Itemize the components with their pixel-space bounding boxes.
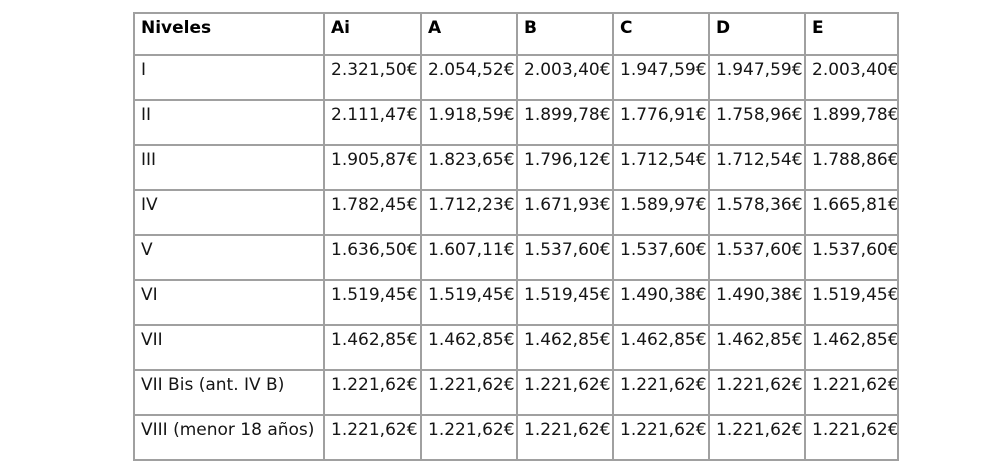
table-row: VI 1.519,45€ 1.519,45€ 1.519,45€ 1.490,38€ 1.… xyxy=(134,280,898,325)
value-cell: 1.490,38€ xyxy=(613,280,709,325)
value-cell: 1.462,85€ xyxy=(709,325,805,370)
header-row: Niveles Ai A B C D E xyxy=(134,13,898,55)
value-cell: 1.578,36€ xyxy=(709,190,805,235)
table-row: III 1.905,87€ 1.823,65€ 1.796,12€ 1.712,54€ 1… xyxy=(134,145,898,190)
table-row: I 2.321,50€ 2.054,52€ 2.003,40€ 1.947,59€ 1.9… xyxy=(134,55,898,100)
value-cell: 1.221,62€ xyxy=(805,415,898,460)
value-cell: 1.462,85€ xyxy=(805,325,898,370)
row-label-vii-bis-ant-iv-b: VII Bis (ant. IV B) xyxy=(134,370,324,415)
value-cell: 1.221,62€ xyxy=(613,415,709,460)
value-cell: 1.462,85€ xyxy=(613,325,709,370)
value-cell: 1.712,54€ xyxy=(613,145,709,190)
value-cell: 1.607,11€ xyxy=(421,235,517,280)
table-row: VII Bis (ant. IV B) 1.221,62€ 1.221,62€ 1.2… xyxy=(134,370,898,415)
value-cell: 1.221,62€ xyxy=(517,415,613,460)
value-cell: 1.758,96€ xyxy=(709,100,805,145)
value-cell: 1.519,45€ xyxy=(421,280,517,325)
table-row: II 2.111,47€ 1.918,59€ 1.899,78€ 1.776,91€ 1.… xyxy=(134,100,898,145)
value-cell: 1.537,60€ xyxy=(517,235,613,280)
value-cell: 1.776,91€ xyxy=(613,100,709,145)
value-cell: 1.671,93€ xyxy=(517,190,613,235)
row-label-ii: II xyxy=(134,100,324,145)
value-cell: 1.221,62€ xyxy=(517,370,613,415)
value-cell: 1.462,85€ xyxy=(421,325,517,370)
value-cell: 1.796,12€ xyxy=(517,145,613,190)
value-cell: 2.054,52€ xyxy=(421,55,517,100)
value-cell: 1.221,62€ xyxy=(324,370,421,415)
value-cell: 1.636,50€ xyxy=(324,235,421,280)
value-cell: 1.221,62€ xyxy=(613,370,709,415)
value-cell: 1.712,54€ xyxy=(709,145,805,190)
value-cell: 1.899,78€ xyxy=(805,100,898,145)
column-header-niveles: Niveles xyxy=(134,13,324,55)
value-cell: 1.665,81€ xyxy=(805,190,898,235)
value-cell: 2.321,50€ xyxy=(324,55,421,100)
value-cell: 1.905,87€ xyxy=(324,145,421,190)
value-cell: 1.221,62€ xyxy=(805,370,898,415)
table-row: V 1.636,50€ 1.607,11€ 1.537,60€ 1.537,60€ 1.5… xyxy=(134,235,898,280)
value-cell: 1.519,45€ xyxy=(324,280,421,325)
value-cell: 2.111,47€ xyxy=(324,100,421,145)
column-header-e: E xyxy=(805,13,898,55)
table-row: VIII (menor 18 años) 1.221,62€ 1.221,62€ 1.… xyxy=(134,415,898,460)
value-cell: 2.003,40€ xyxy=(805,55,898,100)
value-cell: 1.918,59€ xyxy=(421,100,517,145)
row-label-vii: VII xyxy=(134,325,324,370)
column-header-b: B xyxy=(517,13,613,55)
row-label-iv: IV xyxy=(134,190,324,235)
value-cell: 1.519,45€ xyxy=(805,280,898,325)
value-cell: 1.537,60€ xyxy=(709,235,805,280)
value-cell: 1.712,23€ xyxy=(421,190,517,235)
value-cell: 1.788,86€ xyxy=(805,145,898,190)
value-cell: 1.589,97€ xyxy=(613,190,709,235)
value-cell: 1.221,62€ xyxy=(324,415,421,460)
value-cell: 1.947,59€ xyxy=(613,55,709,100)
value-cell: 1.537,60€ xyxy=(805,235,898,280)
value-cell: 1.221,62€ xyxy=(421,370,517,415)
table-body: I 2.321,50€ 2.054,52€ 2.003,40€ 1.947,59€ 1.9… xyxy=(134,55,898,460)
table-row: VII 1.462,85€ 1.462,85€ 1.462,85€ 1.462,85€ 1… xyxy=(134,325,898,370)
table-row: IV 1.782,45€ 1.712,23€ 1.671,93€ 1.589,97€ 1.… xyxy=(134,190,898,235)
salary-levels-table: Niveles Ai A B C D E I 2.321,50€ 2.054,52€ 2.003,… xyxy=(133,12,899,461)
row-label-v: V xyxy=(134,235,324,280)
value-cell: 1.899,78€ xyxy=(517,100,613,145)
value-cell: 1.947,59€ xyxy=(709,55,805,100)
row-label-i: I xyxy=(134,55,324,100)
value-cell: 1.221,62€ xyxy=(421,415,517,460)
value-cell: 1.537,60€ xyxy=(613,235,709,280)
row-label-viii-menor-18-a-os: VIII (menor 18 años) xyxy=(134,415,324,460)
row-label-vi: VI xyxy=(134,280,324,325)
value-cell: 1.823,65€ xyxy=(421,145,517,190)
value-cell: 1.221,62€ xyxy=(709,415,805,460)
value-cell: 1.221,62€ xyxy=(709,370,805,415)
value-cell: 1.462,85€ xyxy=(517,325,613,370)
value-cell: 2.003,40€ xyxy=(517,55,613,100)
column-header-ai: Ai xyxy=(324,13,421,55)
row-label-iii: III xyxy=(134,145,324,190)
value-cell: 1.490,38€ xyxy=(709,280,805,325)
column-header-c: C xyxy=(613,13,709,55)
value-cell: 1.782,45€ xyxy=(324,190,421,235)
value-cell: 1.519,45€ xyxy=(517,280,613,325)
value-cell: 1.462,85€ xyxy=(324,325,421,370)
column-header-a: A xyxy=(421,13,517,55)
column-header-d: D xyxy=(709,13,805,55)
